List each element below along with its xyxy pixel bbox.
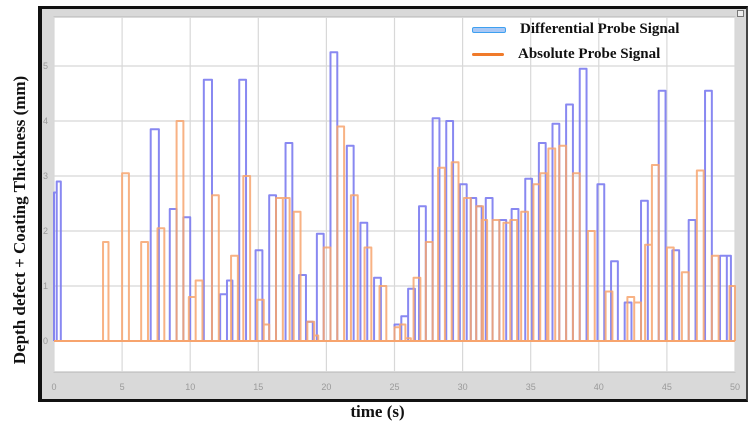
- svg-text:4: 4: [43, 116, 48, 126]
- legend-swatch-differential: [472, 26, 506, 33]
- legend-swatch-absolute: [472, 53, 504, 56]
- legend-item-differential: Differential Probe Signal: [466, 17, 736, 42]
- x-axis-label: time (s): [350, 402, 405, 421]
- legend-label-absolute: Absolute Probe Signal: [518, 46, 661, 62]
- svg-text:15: 15: [253, 382, 263, 392]
- svg-text:45: 45: [662, 382, 672, 392]
- svg-text:5: 5: [120, 382, 125, 392]
- series-absolute: [54, 120, 736, 342]
- legend: Differential Probe Signal Absolute Probe…: [466, 17, 736, 67]
- svg-text:20: 20: [321, 382, 331, 392]
- y-axis-label: Depth defect + Coating Thickness (mm): [10, 75, 29, 365]
- svg-text:35: 35: [526, 382, 536, 392]
- svg-text:10: 10: [185, 382, 195, 392]
- svg-text:5: 5: [43, 61, 48, 71]
- svg-text:0: 0: [51, 382, 56, 392]
- figure-corner-button[interactable]: [737, 10, 744, 17]
- legend-label-differential: Differential Probe Signal: [520, 21, 680, 37]
- svg-text:1: 1: [43, 281, 48, 291]
- svg-text:3: 3: [43, 171, 48, 181]
- svg-text:30: 30: [458, 382, 468, 392]
- legend-item-absolute: Absolute Probe Signal: [466, 42, 736, 67]
- svg-text:0: 0: [43, 336, 48, 346]
- svg-text:50: 50: [730, 382, 740, 392]
- svg-text:2: 2: [43, 226, 48, 236]
- svg-text:40: 40: [594, 382, 604, 392]
- svg-text:25: 25: [389, 382, 399, 392]
